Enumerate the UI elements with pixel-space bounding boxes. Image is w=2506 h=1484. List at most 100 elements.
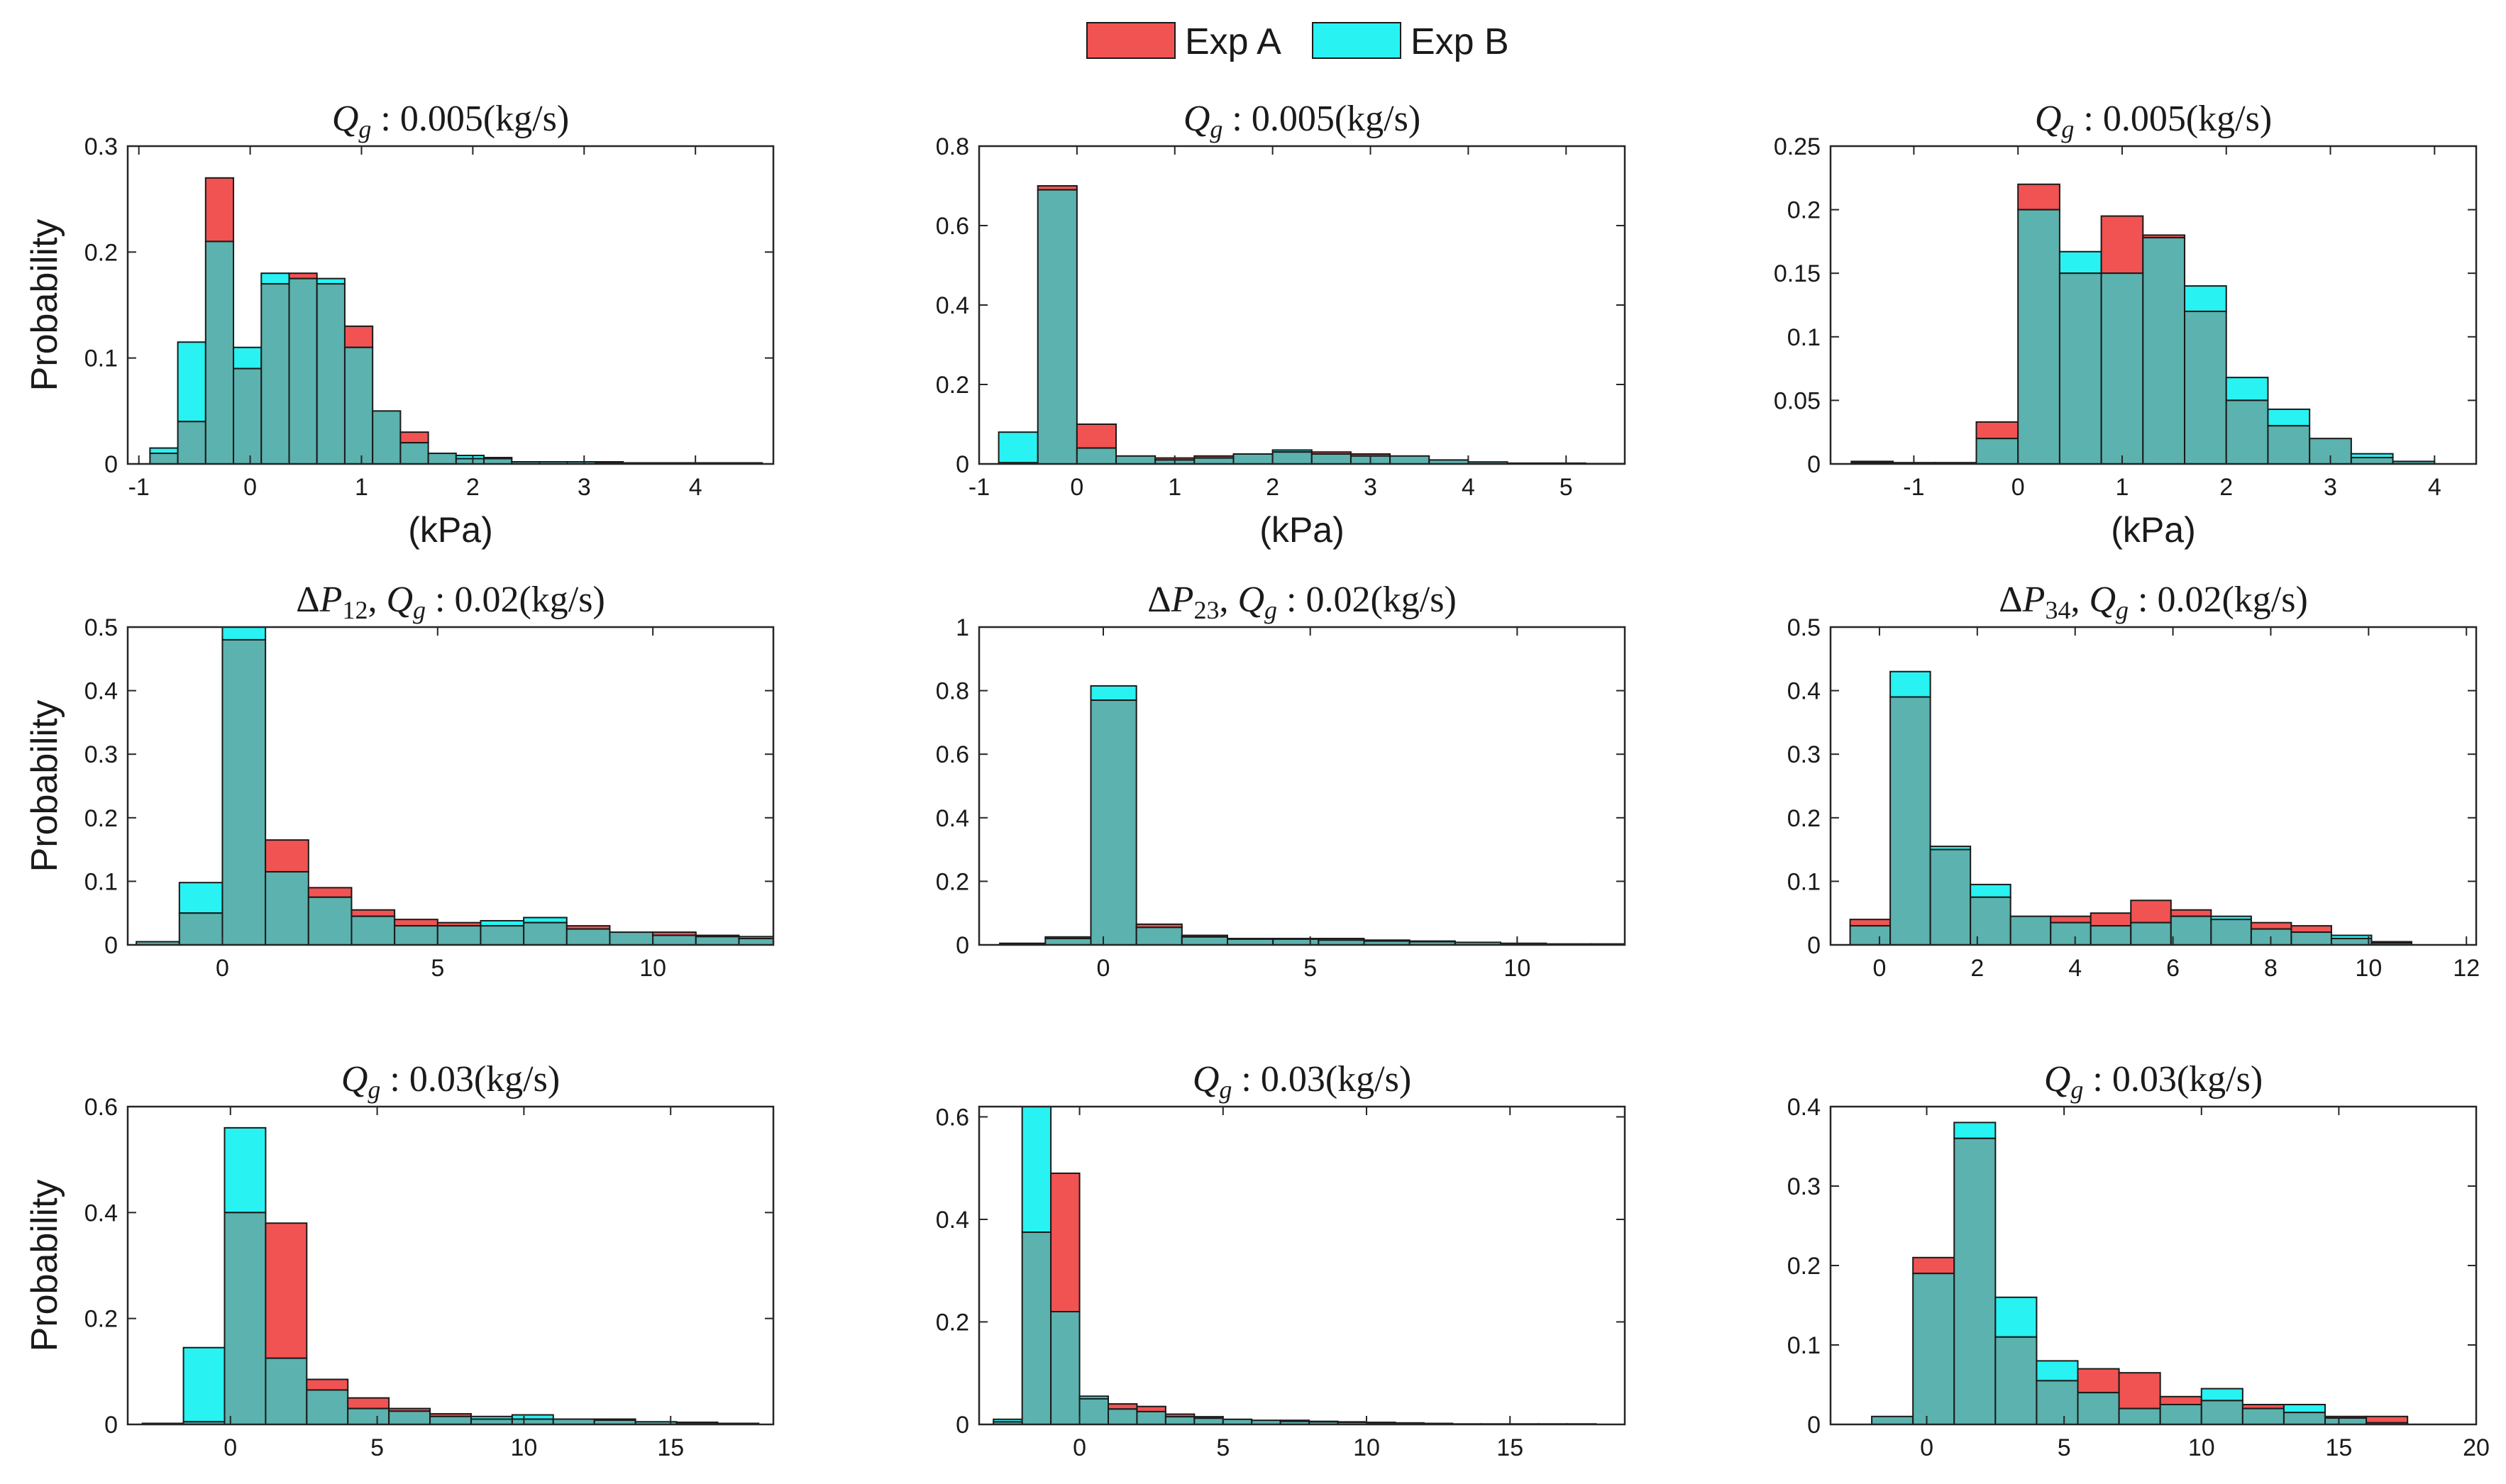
bar-exp-a-1: [1912, 1256, 1955, 1275]
chart-title: Qg : 0.03(kg/s): [2044, 1059, 2263, 1104]
bar-exp-a-2: [1076, 423, 1117, 449]
x-tick-label: 6: [2166, 955, 2180, 982]
x-axis-label: (kPa): [2111, 510, 2195, 550]
chart-panel-8: 0 5 10 15 0 0.2 0.4 0.6 Qg : 0.03(kg/s): [936, 1059, 1626, 1461]
axes-box: [1829, 145, 2478, 465]
axes-box: [978, 1105, 1626, 1426]
y-tick-label: 0.8: [936, 133, 969, 160]
bar-exp-a-5: [347, 1397, 390, 1410]
bar-overlap-2: [1076, 447, 1117, 464]
bar-exp-b-3: [233, 346, 263, 370]
bar-exp-a-4: [2017, 183, 2060, 211]
chart-panel-2: -1 0 1 2 3 4 500.20.40.60.8Qg : 0.005(kg/s)(kP…: [936, 99, 1626, 550]
y-tick-label: 0.3: [1787, 1173, 1821, 1200]
bar-exp-b-0: [149, 447, 179, 455]
x-axis-label: (kPa): [1259, 510, 1344, 550]
bar-overlap-6: [1164, 1416, 1196, 1424]
bar-exp-a-3: [265, 839, 309, 873]
x-tick-label: 5: [370, 1434, 384, 1461]
chart-title: Qg : 0.005(kg/s): [1183, 99, 1420, 143]
bar-exp-a-7: [2159, 1395, 2202, 1406]
bar-overlap-7: [343, 346, 374, 464]
bar-overlap-7: [429, 1415, 472, 1424]
bar-exp-a-12: [2366, 1415, 2409, 1424]
bar-overlap-10: [565, 928, 611, 945]
x-tick-label: 0: [1920, 1434, 1933, 1461]
bar-exp-a-4: [1108, 1403, 1138, 1410]
bar-overlap-0: [1849, 925, 1892, 945]
bar-overlap-1: [1044, 938, 1092, 945]
bar-overlap-13: [695, 936, 740, 945]
y-axis-label: Probability: [24, 219, 65, 392]
y-tick-label: 0: [1807, 932, 1821, 959]
bar-exp-b-1: [1889, 670, 1931, 698]
bars: [998, 185, 1625, 464]
bar-exp-a-5: [350, 909, 396, 917]
y-tick-label: 0.1: [1787, 868, 1821, 895]
y-tick-label: 0.1: [84, 868, 118, 895]
bar-overlap-11: [2290, 931, 2332, 945]
bar-overlap-5: [2077, 1392, 2120, 1424]
bar-overlap-2: [1953, 1137, 1997, 1424]
bar-overlap-5: [347, 1407, 390, 1424]
bar-exp-a-11: [2290, 925, 2332, 934]
bar-exp-b-2: [1953, 1122, 1997, 1139]
y-tick-label: 0.6: [936, 741, 969, 768]
bar-exp-b-1: [178, 882, 223, 914]
bar-exp-b-9: [2225, 377, 2269, 402]
bar-overlap-5: [2050, 921, 2092, 945]
bar-exp-b-3: [1994, 1296, 2038, 1338]
bar-exp-a-3: [265, 1222, 308, 1359]
chart-panel-6: 0 2 4 6 8 10 12 0 0.1 0.2 0.3 0.4 0.5 ΔP34, Qg : 0.02…: [1787, 580, 2480, 982]
bar-overlap-3: [233, 367, 263, 464]
y-tick-label: 0.1: [1787, 324, 1821, 351]
bar-exp-b-2: [1090, 685, 1137, 702]
bar-overlap-3: [1135, 926, 1183, 945]
bar-overlap-9: [2225, 399, 2269, 464]
y-tick-label: 0.3: [1787, 741, 1821, 768]
bar-overlap-10: [2283, 1412, 2326, 1424]
chart-title: Qg : 0.005(kg/s): [332, 99, 569, 143]
bar-overlap-8: [2200, 1400, 2243, 1424]
y-tick-label: 0.2: [84, 239, 118, 266]
bar-exp-b-1: [182, 1346, 226, 1423]
legend-label-exp-b: Exp B: [1411, 21, 1509, 62]
x-tick-label: 2: [2219, 474, 2233, 501]
bar-exp-a-7: [2130, 899, 2172, 924]
bar-overlap-0: [1871, 1415, 1914, 1424]
x-tick-label: 10: [2188, 1434, 2215, 1461]
bar-overlap-6: [1232, 453, 1274, 464]
y-tick-label: 0.2: [1787, 197, 1821, 224]
x-tick-label: -1: [128, 474, 150, 501]
bar-overlap-7: [436, 925, 482, 945]
x-tick-label: 15: [2325, 1434, 2352, 1461]
bar-overlap-1: [1889, 696, 1931, 945]
chart-title: Qg : 0.005(kg/s): [2035, 99, 2272, 143]
axes-box: [126, 1105, 775, 1426]
bar-exp-b-8: [2200, 1388, 2243, 1402]
y-tick-label: 0.2: [1787, 805, 1821, 832]
y-tick-label: 0: [956, 932, 969, 959]
bar-exp-a-7: [343, 325, 374, 348]
bar-overlap-3: [265, 1357, 308, 1424]
x-tick-label: -1: [968, 474, 990, 501]
y-tick-label: 0.3: [84, 133, 118, 160]
x-tick-label: 10: [1503, 955, 1530, 982]
x-tick-label: -1: [1903, 474, 1924, 501]
bar-overlap-5: [1193, 457, 1235, 464]
bar-overlap-5: [2058, 272, 2102, 464]
bar-exp-a-2: [204, 177, 235, 243]
x-tick-label: 4: [2068, 955, 2082, 982]
bar-overlap-1: [178, 912, 223, 945]
x-tick-label: 5: [1216, 1434, 1230, 1461]
bar-exp-a-6: [394, 919, 438, 927]
x-tick-label: 10: [639, 955, 666, 982]
bar-overlap-4: [2017, 209, 2060, 464]
bar-overlap-5: [350, 915, 396, 945]
bar-overlap-9: [523, 921, 568, 945]
y-axis-label: Probability: [24, 700, 65, 873]
bar-overlap-15: [782, 942, 825, 945]
bar-exp-b-8: [2184, 285, 2227, 312]
x-tick-label: 4: [689, 474, 702, 501]
